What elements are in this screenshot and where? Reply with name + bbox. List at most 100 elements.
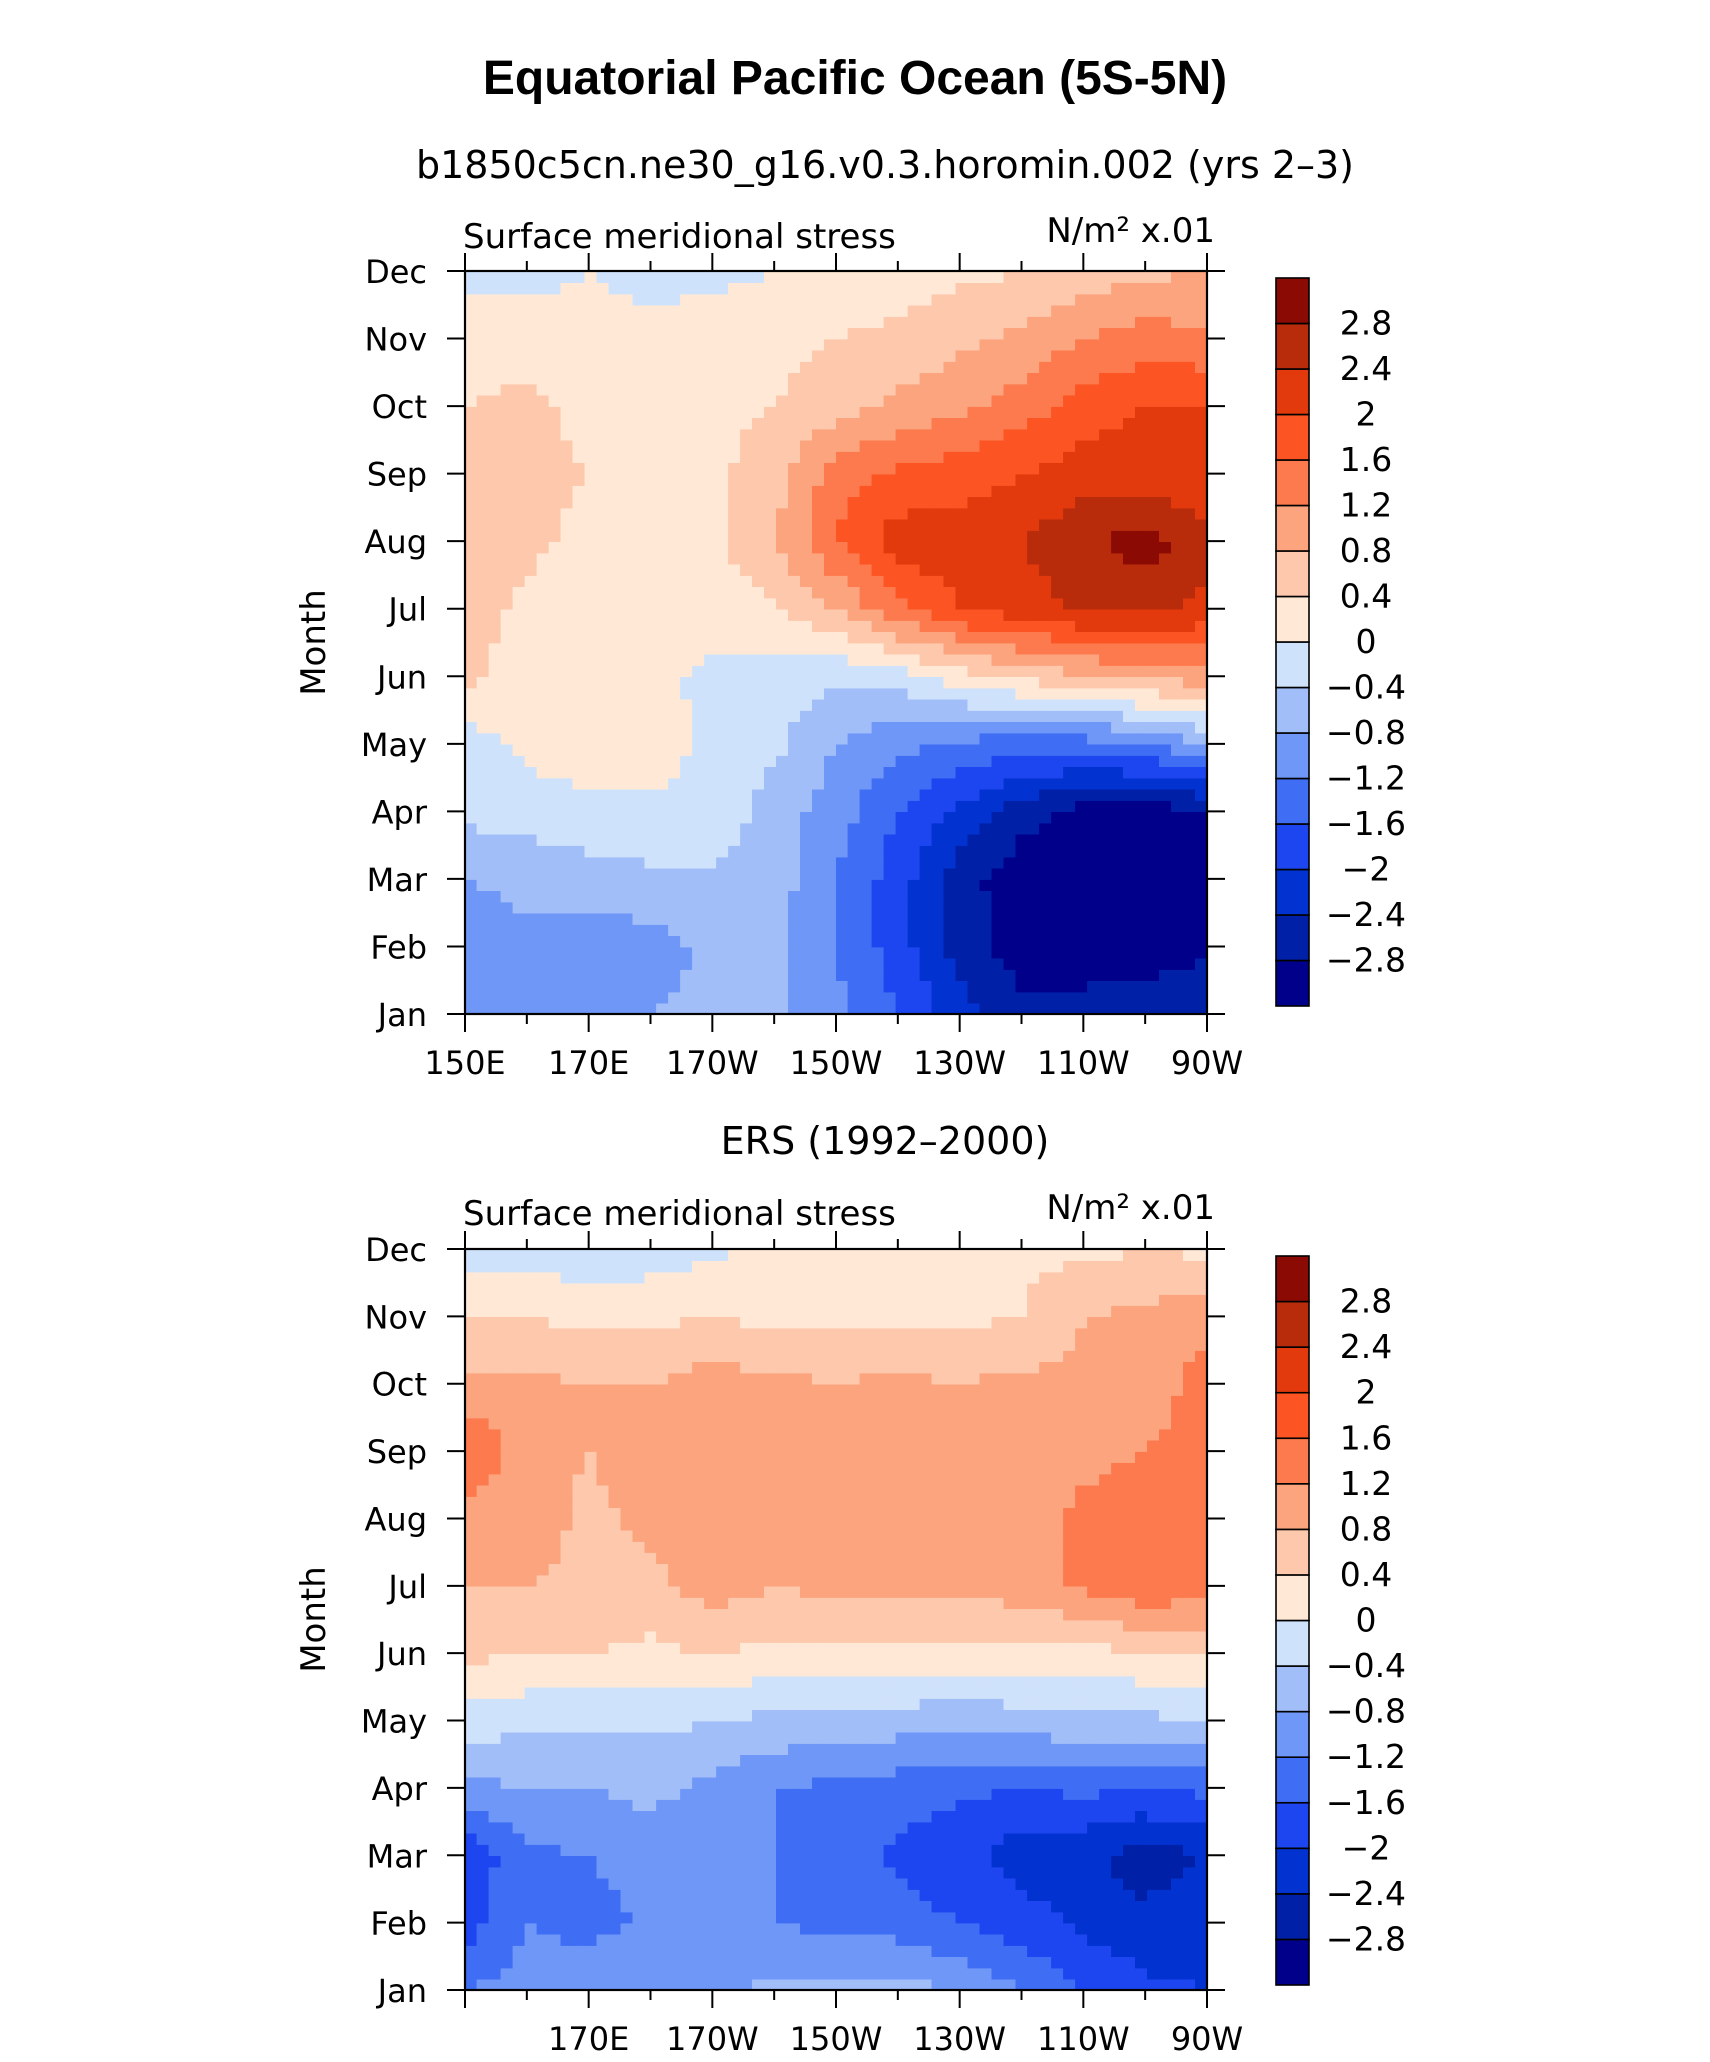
field-cell (835, 980, 849, 993)
field-cell (512, 889, 526, 903)
field-cell (1003, 619, 1017, 633)
field-cell (464, 1877, 478, 1890)
field-cell (835, 462, 849, 475)
field-cell (859, 912, 873, 925)
field-cell (1182, 1956, 1196, 1969)
field-cell (572, 1922, 586, 1935)
field-cell (799, 631, 813, 644)
field-cell (548, 540, 562, 554)
field-cell (787, 664, 801, 678)
field-cell (716, 912, 730, 925)
field-cell (608, 619, 622, 633)
field-cell (1170, 631, 1184, 644)
field-cell (680, 383, 694, 396)
field-cell (644, 631, 658, 644)
field-cell (763, 709, 777, 723)
field-cell (859, 439, 873, 452)
field-cell (835, 349, 849, 362)
field-cell (931, 664, 945, 678)
field-cell (656, 743, 670, 756)
field-cell (680, 1933, 694, 1946)
field-cell (763, 991, 777, 1004)
y-tick-label: May (361, 726, 427, 764)
field-cell (596, 889, 610, 903)
field-cell (1146, 608, 1160, 621)
field-cell (1182, 642, 1196, 655)
field-cell (740, 327, 754, 340)
field-cell (1027, 698, 1041, 711)
field-cell (943, 856, 957, 869)
field-cell (740, 405, 754, 419)
field-cell (1099, 540, 1113, 554)
field-cell (584, 450, 598, 464)
field-cell (835, 439, 849, 452)
field-cell (1182, 822, 1196, 835)
field-cell (1015, 687, 1029, 700)
field-cell (476, 1967, 490, 1980)
field-cell (919, 372, 933, 385)
field-cell (476, 1933, 490, 1946)
field-cell (1158, 586, 1172, 599)
colorbar-label: 1.2 (1340, 486, 1392, 525)
field-cell (668, 844, 682, 858)
field-cell (752, 552, 765, 565)
field-cell (488, 676, 502, 689)
field-cell (847, 878, 861, 891)
field-cell (955, 450, 969, 464)
field-cell (847, 304, 861, 317)
field-cell (560, 1899, 574, 1913)
field-cell (859, 980, 873, 993)
x-tick-label: 110W (1037, 1044, 1130, 1082)
field-cell (1051, 315, 1065, 329)
field-cell (620, 394, 634, 407)
field-cell (919, 1866, 933, 1879)
field-cell (752, 867, 765, 880)
field-cell (620, 957, 634, 970)
field-cell (991, 923, 1005, 937)
field-cell (1099, 743, 1113, 756)
field-cell (775, 338, 789, 351)
field-cell (955, 597, 969, 610)
field-cell (955, 631, 969, 644)
field-cell (1003, 946, 1017, 959)
field-cell (919, 856, 933, 869)
field-cell (584, 484, 598, 497)
field-cell (680, 372, 694, 385)
field-cell (752, 811, 765, 824)
field-cell (859, 721, 873, 734)
field-cell (1123, 889, 1136, 903)
field-cell (1111, 405, 1125, 419)
field-cell (1194, 439, 1208, 452)
field-cell (536, 1843, 550, 1857)
field-cell (680, 552, 694, 565)
field-cell (1003, 980, 1017, 993)
field-cell (1099, 856, 1113, 869)
field-cell (584, 586, 598, 599)
field-cell (668, 529, 682, 542)
field-cell (464, 417, 478, 430)
field-cell (811, 282, 825, 295)
field-cell (536, 867, 550, 880)
field-cell (1170, 844, 1184, 858)
field-cell (584, 642, 598, 655)
field-cell (476, 653, 490, 666)
field-cell (548, 394, 562, 407)
field-cell (488, 293, 502, 306)
field-cell (464, 811, 478, 824)
field-cell (704, 766, 718, 779)
field-cell (728, 788, 742, 801)
field-cell (524, 495, 538, 509)
field-cell (1063, 540, 1077, 554)
field-cell (584, 822, 598, 835)
field-cell (680, 405, 694, 419)
field-cell (548, 687, 562, 700)
field-cell (1099, 1888, 1113, 1901)
field-cell (823, 743, 837, 756)
field-cell (692, 968, 706, 982)
field-cell (883, 1855, 897, 1868)
field-cell (1194, 270, 1208, 284)
field-cell (883, 935, 897, 948)
field-cell (704, 619, 718, 633)
field-cell (1170, 574, 1184, 588)
field-cell (512, 552, 526, 565)
